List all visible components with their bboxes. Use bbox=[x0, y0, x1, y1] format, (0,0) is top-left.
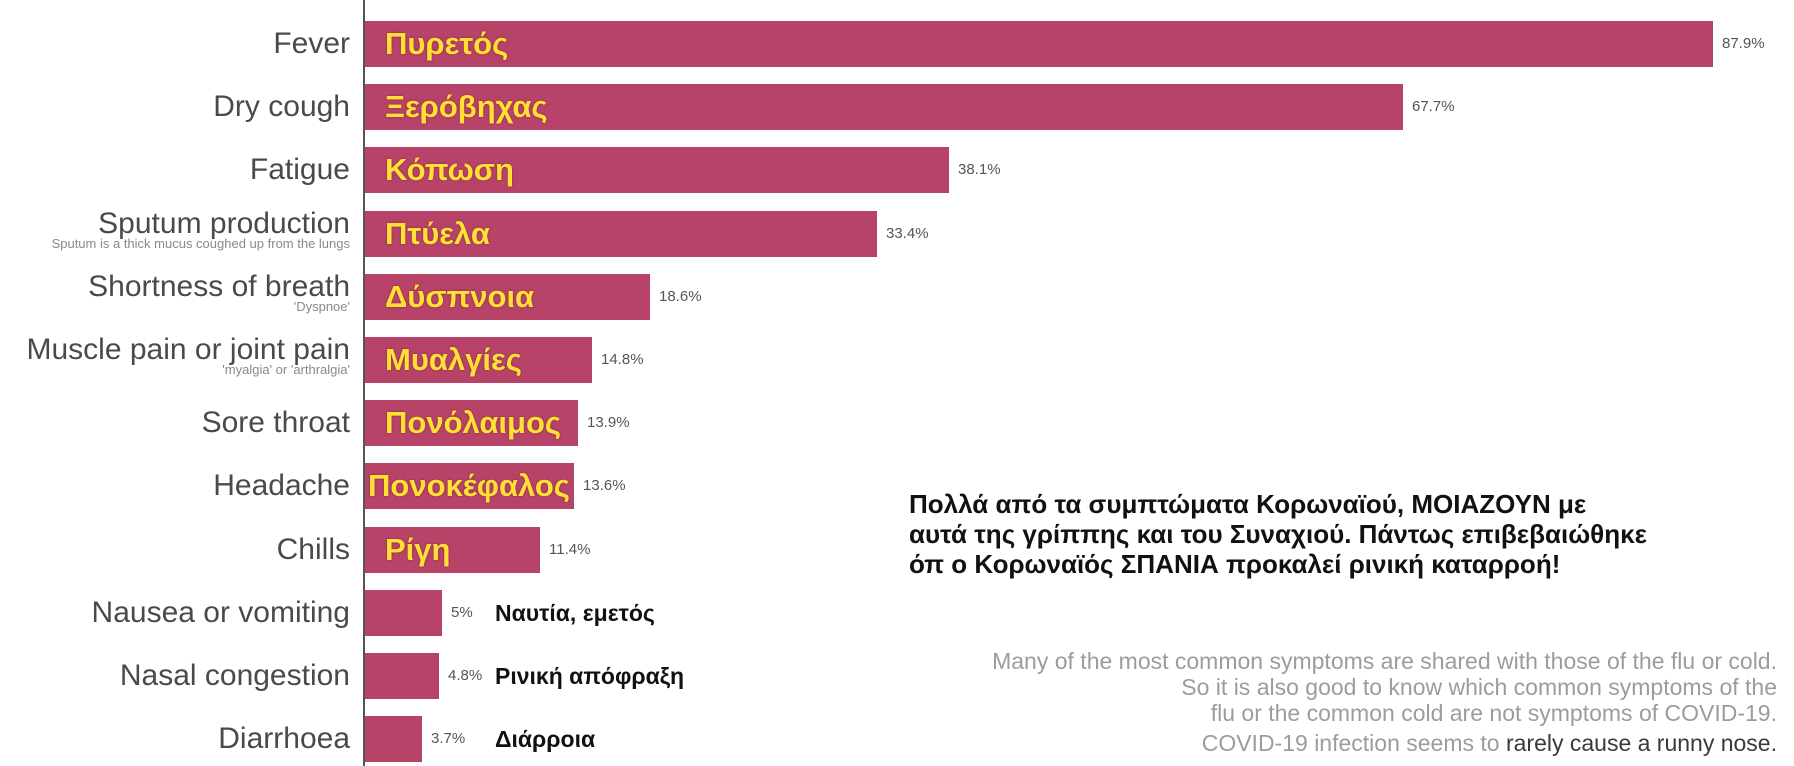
greek-annotation: Πολλά από τα συμπτώματα Κορωναϊού, ΜΟΙΑΖ… bbox=[909, 489, 1647, 579]
value-label-sputum-production: 33.4% bbox=[886, 225, 929, 242]
greek-bar-label-sputum-production: Πτύελα bbox=[385, 216, 490, 251]
greek-side-label-diarrhoea: Διάρροια bbox=[495, 726, 596, 752]
value-label-fever: 87.9% bbox=[1722, 35, 1765, 52]
category-label-dry-cough: Dry cough bbox=[213, 90, 350, 123]
bar-headache bbox=[365, 463, 574, 509]
category-label-shortness-of-breath: Shortness of breath bbox=[88, 270, 350, 303]
category-note-sputum-production: Sputum is a thick mucus coughed up from … bbox=[51, 236, 350, 251]
y-axis-line bbox=[363, 0, 365, 766]
runny-nose-note-emphasis: rarely cause a runny nose. bbox=[1505, 730, 1777, 756]
runny-nose-note: COVID-19 infection seems to rarely cause… bbox=[992, 730, 1777, 756]
category-label-sore-throat: Sore throat bbox=[201, 406, 350, 439]
category-note-shortness-of-breath: 'Dyspnoe' bbox=[293, 299, 350, 314]
value-label-headache: 13.6% bbox=[583, 477, 626, 494]
value-label-diarrhoea: 3.7% bbox=[431, 730, 466, 747]
english-annotation-line: So it is also good to know which common … bbox=[1181, 674, 1777, 700]
bar-chills bbox=[365, 527, 540, 573]
english-annotation-line: Many of the most common symptoms are sha… bbox=[992, 648, 1777, 674]
greek-annotation-line: όπ ο Κορωναϊός ΣΠΑΝΙΑ προκαλεί ρινική κα… bbox=[909, 549, 1561, 579]
runny-nose-note-lead: COVID-19 infection seems to bbox=[1201, 730, 1506, 756]
category-label-fatigue: Fatigue bbox=[249, 153, 350, 186]
english-annotation: Many of the most common symptoms are sha… bbox=[992, 648, 1777, 756]
value-label-chills: 11.4% bbox=[549, 541, 591, 558]
greek-bar-label-muscle-pain-or-joint-pain: Μυαλγίες bbox=[385, 342, 522, 377]
greek-annotation-line: αυτά της γρίππης και του Συναχιού. Πάντω… bbox=[909, 519, 1647, 549]
bar-sore-throat bbox=[365, 400, 578, 446]
english-annotation-line: flu or the common cold are not symptoms … bbox=[1210, 700, 1777, 726]
category-label-chills: Chills bbox=[276, 533, 350, 566]
greek-bar-label-headache: Πονοκέφαλος bbox=[368, 468, 570, 503]
bar-sputum-production bbox=[365, 211, 877, 257]
bar-muscle-pain-or-joint-pain bbox=[365, 337, 592, 383]
greek-bar-label-fever: Πυρετός bbox=[385, 26, 509, 61]
value-label-sore-throat: 13.9% bbox=[587, 414, 630, 431]
category-label-nasal-congestion: Nasal congestion bbox=[119, 659, 350, 692]
category-label-nausea-or-vomiting: Nausea or vomiting bbox=[91, 596, 350, 629]
greek-bar-label-chills: Ρίγη bbox=[385, 532, 451, 567]
bar-diarrhoea bbox=[365, 716, 422, 762]
bar-fatigue bbox=[365, 147, 949, 193]
greek-side-label-nausea-or-vomiting: Ναυτία, εμετός bbox=[495, 600, 655, 626]
greek-side-label-nasal-congestion: Ρινική απόφραξη bbox=[495, 663, 685, 689]
greek-bar-label-sore-throat: Πονόλαιμος bbox=[385, 405, 562, 440]
greek-bar-label-shortness-of-breath: Δύσπνοια bbox=[385, 279, 535, 314]
category-label-sputum-production: Sputum production bbox=[98, 207, 350, 240]
value-label-shortness-of-breath: 18.6% bbox=[659, 288, 702, 305]
bar-nausea-or-vomiting bbox=[365, 590, 442, 636]
category-label-headache: Headache bbox=[213, 469, 350, 502]
value-label-fatigue: 38.1% bbox=[958, 161, 1001, 178]
value-label-dry-cough: 67.7% bbox=[1412, 98, 1455, 115]
category-label-fever: Fever bbox=[273, 27, 350, 60]
greek-bar-label-dry-cough: Ξερόβηχας bbox=[385, 89, 548, 124]
greek-bar-label-fatigue: Κόπωση bbox=[385, 152, 514, 187]
bar-shortness-of-breath bbox=[365, 274, 650, 320]
value-label-nausea-or-vomiting: 5% bbox=[451, 604, 473, 621]
bar-fever bbox=[365, 21, 1713, 67]
value-label-muscle-pain-or-joint-pain: 14.8% bbox=[601, 351, 644, 368]
category-label-diarrhoea: Diarrhoea bbox=[218, 722, 350, 755]
category-note-muscle-pain-or-joint-pain: 'myalgia' or 'arthralgia' bbox=[222, 362, 350, 377]
bar-dry-cough bbox=[365, 84, 1403, 130]
bar-nasal-congestion bbox=[365, 653, 439, 699]
greek-annotation-line: Πολλά από τα συμπτώματα Κορωναϊού, ΜΟΙΑΖ… bbox=[909, 489, 1587, 519]
value-label-nasal-congestion: 4.8% bbox=[448, 667, 483, 684]
category-label-muscle-pain-or-joint-pain: Muscle pain or joint pain bbox=[26, 333, 350, 366]
